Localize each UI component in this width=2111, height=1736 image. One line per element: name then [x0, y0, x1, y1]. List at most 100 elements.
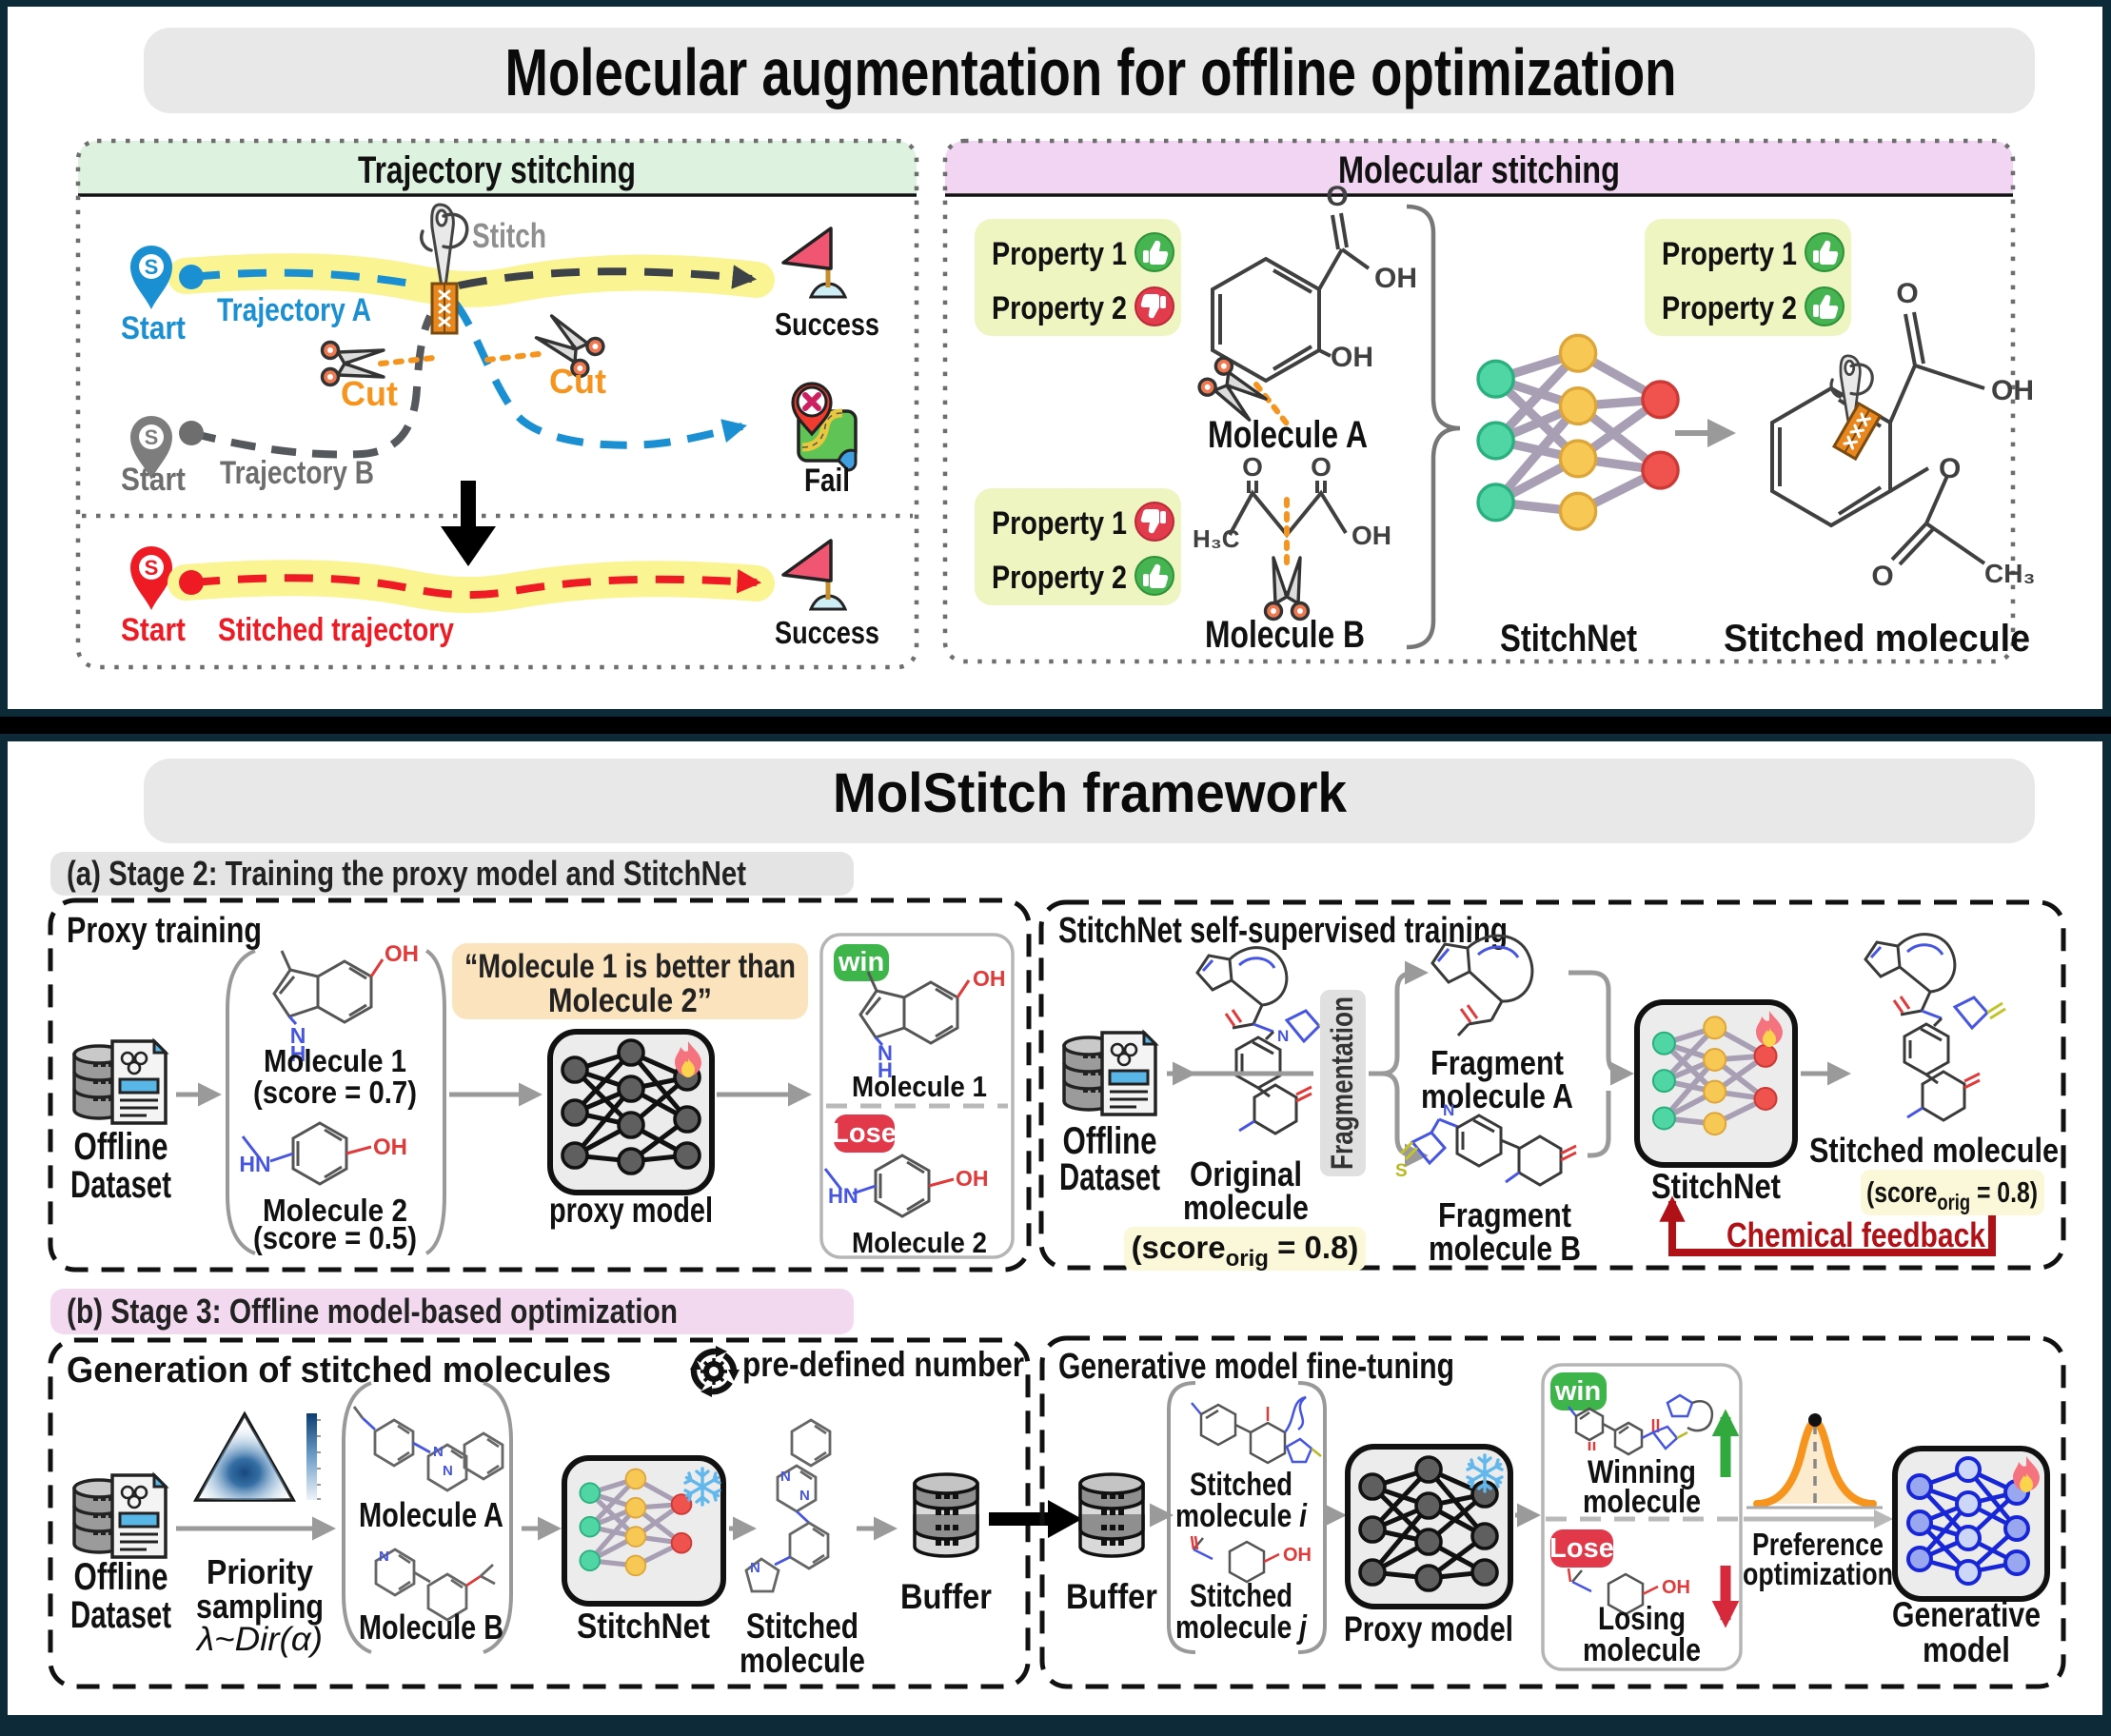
svg-text:Proxy training: Proxy training	[67, 911, 262, 951]
svg-text:Trajectory A: Trajectory A	[217, 292, 371, 328]
svg-text:Preference: Preference	[1752, 1527, 1884, 1562]
svg-text:OH: OH	[1991, 375, 2034, 406]
svg-text:Success: Success	[775, 306, 879, 342]
svg-text:N: N	[1443, 1101, 1454, 1119]
svg-text:Winning: Winning	[1588, 1454, 1696, 1490]
svg-text:Molecule 2: Molecule 2	[263, 1193, 407, 1228]
svg-text:Stitched trajectory: Stitched trajectory	[218, 612, 454, 648]
svg-text:Property 1: Property 1	[1662, 236, 1797, 272]
svg-text:N: N	[290, 1023, 306, 1048]
svg-text:OH: OH	[973, 966, 1006, 991]
svg-text:N: N	[780, 1469, 791, 1485]
svg-text:Molecular stitching: Molecular stitching	[1338, 149, 1620, 191]
svg-text:N: N	[1277, 1027, 1289, 1045]
svg-text:Molecule 1: Molecule 1	[264, 1043, 406, 1078]
svg-text:molecule: molecule	[1183, 1188, 1309, 1227]
svg-text:Molecule 2: Molecule 2	[852, 1226, 987, 1259]
svg-text:pre-defined number: pre-defined number	[742, 1345, 1024, 1384]
svg-text:Stitched: Stitched	[1190, 1578, 1292, 1614]
svg-text:Fail: Fail	[804, 463, 850, 499]
svg-text:H₃C: H₃C	[1193, 524, 1240, 553]
svg-text:Cut: Cut	[341, 374, 398, 413]
svg-text:Generation of stitched molecul: Generation of stitched molecules	[67, 1351, 611, 1391]
svg-text:molecule: molecule	[1583, 1484, 1701, 1520]
svg-text:N: N	[379, 1549, 389, 1565]
svg-text:HN: HN	[239, 1152, 270, 1176]
svg-text:Stitched: Stitched	[746, 1607, 858, 1646]
svg-text:H: H	[290, 1041, 306, 1066]
svg-text:win: win	[838, 947, 884, 977]
svg-text:N: N	[799, 1488, 810, 1504]
svg-text:OH: OH	[956, 1166, 989, 1191]
svg-text:Dataset: Dataset	[1059, 1156, 1160, 1198]
svg-text:Molecule 1: Molecule 1	[852, 1070, 987, 1103]
svg-text:Molecule A: Molecule A	[359, 1495, 503, 1534]
svg-text:OH: OH	[1283, 1545, 1312, 1566]
svg-text:Dataset: Dataset	[70, 1164, 171, 1206]
svg-text:Molecule 2”: Molecule 2”	[548, 982, 712, 1019]
svg-text:Property 2: Property 2	[992, 560, 1127, 596]
svg-text:HN: HN	[828, 1184, 858, 1208]
svg-text:N: N	[750, 1560, 760, 1576]
svg-text:Offline: Offline	[74, 1126, 168, 1168]
svg-text:λ~Dir(α): λ~Dir(α)	[195, 1621, 323, 1658]
svg-text:O: O	[1871, 561, 1893, 592]
svg-text:Fragment: Fragment	[1430, 1043, 1564, 1082]
svg-text:Molecular augmentation for off: Molecular augmentation for offline optim…	[505, 35, 1677, 109]
svg-text:(b) Stage 3: Offline model-bas: (b) Stage 3: Offline model-based optimiz…	[67, 1292, 678, 1331]
svg-text:StitchNet self-supervised trai: StitchNet self-supervised training	[1058, 911, 1508, 951]
svg-text:StitchNet: StitchNet	[1651, 1167, 1781, 1206]
svg-text:“Molecule 1 is better than: “Molecule 1 is better than	[464, 948, 796, 985]
svg-text:Molecule A: Molecule A	[1208, 414, 1368, 456]
svg-text:O: O	[1242, 452, 1263, 482]
svg-text:molecule A: molecule A	[1421, 1076, 1573, 1115]
svg-text:model: model	[1923, 1630, 2010, 1669]
svg-text:Buffer: Buffer	[900, 1577, 992, 1616]
svg-text:(score = 0.5): (score = 0.5)	[253, 1220, 417, 1255]
svg-text:Dataset: Dataset	[70, 1594, 171, 1636]
svg-text:OH: OH	[373, 1134, 407, 1160]
svg-text:molecule: molecule	[1583, 1632, 1701, 1668]
svg-text:Original: Original	[1190, 1154, 1302, 1194]
svg-text:Lose: Lose	[1549, 1533, 1614, 1564]
svg-text:Trajectory B: Trajectory B	[220, 455, 374, 491]
svg-text:Fragmentation: Fragmentation	[1325, 996, 1359, 1170]
svg-text:Cut: Cut	[549, 362, 606, 401]
svg-text:molecule B: molecule B	[1429, 1229, 1581, 1268]
svg-text:OH: OH	[1331, 342, 1373, 373]
svg-text:Offline: Offline	[74, 1556, 168, 1598]
svg-text:molecule j: molecule j	[1175, 1609, 1308, 1646]
svg-text:Priority: Priority	[207, 1552, 313, 1591]
svg-text:Stitched molecule: Stitched molecule	[1724, 618, 2030, 660]
svg-text:StitchNet: StitchNet	[577, 1607, 710, 1646]
svg-text:OH: OH	[1374, 263, 1417, 294]
svg-text:Stitched molecule: Stitched molecule	[1809, 1131, 2059, 1170]
svg-text:molecule: molecule	[740, 1641, 865, 1680]
svg-text:Losing: Losing	[1598, 1601, 1686, 1637]
svg-text:Trajectory stitching: Trajectory stitching	[358, 149, 636, 191]
svg-text:sampling: sampling	[196, 1587, 324, 1626]
svg-text:Success: Success	[775, 615, 879, 650]
svg-text:OH: OH	[1662, 1577, 1690, 1598]
svg-text:Start: Start	[121, 310, 186, 346]
svg-text:optimization: optimization	[1743, 1556, 1893, 1591]
svg-text:Property 2: Property 2	[992, 290, 1127, 326]
svg-text:Fragment: Fragment	[1438, 1195, 1571, 1234]
svg-text:StitchNet: StitchNet	[1500, 618, 1637, 660]
svg-text:Generative: Generative	[1892, 1595, 2041, 1634]
svg-text:win: win	[1554, 1376, 1601, 1407]
svg-text:N: N	[878, 1041, 893, 1065]
svg-text:molecule i: molecule i	[1175, 1498, 1308, 1534]
svg-text:Buffer: Buffer	[1066, 1577, 1157, 1616]
svg-text:(a) Stage 2: Training the prox: (a) Stage 2: Training the proxy model an…	[67, 854, 746, 893]
svg-text:proxy model: proxy model	[549, 1191, 713, 1230]
svg-text:Lose: Lose	[832, 1118, 897, 1149]
svg-text:Stitch: Stitch	[472, 216, 546, 255]
svg-text:Proxy model: Proxy model	[1344, 1609, 1513, 1648]
svg-text:H: H	[878, 1058, 893, 1082]
svg-text:N: N	[433, 1444, 444, 1460]
svg-text:Stitched: Stitched	[1190, 1467, 1292, 1503]
svg-text:Molecule B: Molecule B	[359, 1608, 503, 1647]
svg-text:Molecule B: Molecule B	[1205, 614, 1365, 656]
svg-text:(score = 0.7): (score = 0.7)	[253, 1075, 417, 1110]
